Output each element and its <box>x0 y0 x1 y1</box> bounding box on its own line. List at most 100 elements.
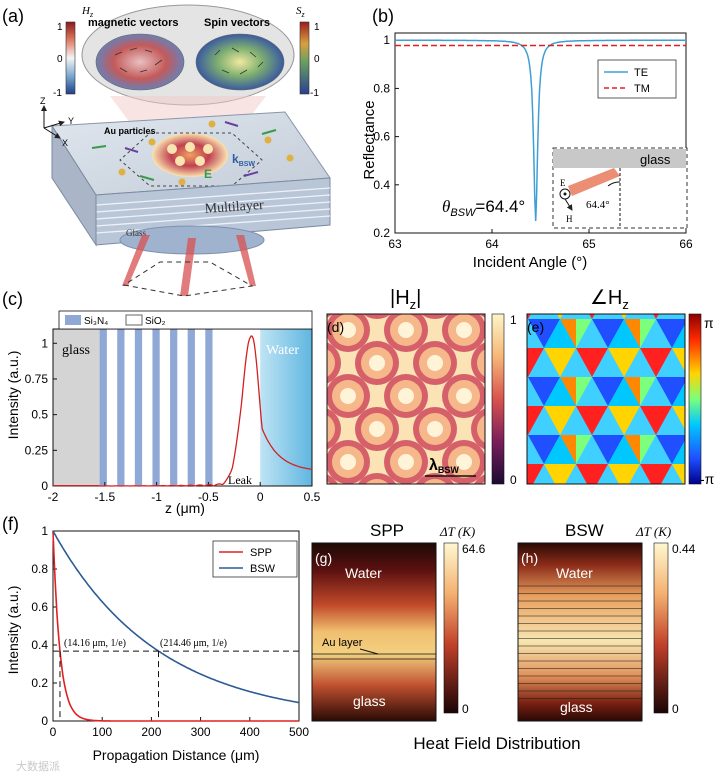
f-ytick-label: 0.2 <box>31 676 48 690</box>
f-xtick-label: 200 <box>141 725 161 739</box>
spin-vectors-label: Spin vectors <box>204 17 270 29</box>
k-label-a: kBSW <box>232 152 255 168</box>
b-theta-annotation: θBSW=64.4° <box>442 197 525 219</box>
c-si3n4-layer <box>205 329 213 486</box>
c-xtick-label: -1.5 <box>94 490 115 504</box>
panel-label-a: (a) <box>2 6 24 26</box>
panel-e: ∠Hz (e) π -π <box>526 287 715 487</box>
c-si3n4-layer <box>134 329 143 486</box>
c-water-region <box>260 329 312 486</box>
f-xtick-label: 0 <box>50 725 57 739</box>
panel-label-d: (d) <box>327 319 344 335</box>
b-axes: 63 64 65 66 0.2 0.4 0.6 0.8 1 <box>373 32 693 251</box>
b-legend-te: TE <box>634 67 648 79</box>
e-phase-map <box>526 313 686 485</box>
c-ytick-label: 0.25 <box>25 443 49 457</box>
c-si3n4-layer <box>187 329 195 486</box>
h-water-label: Water <box>556 565 593 581</box>
panel-h: BSW ΔT (K) (h) Water glass 0.44 0 <box>517 521 696 722</box>
axes-triad <box>41 105 65 139</box>
hz-cbar-mid: 0 <box>57 54 63 65</box>
c-axes: -2 -1.5 -1 -0.5 0 0.5 0 0.25 0.5 0.75 1 <box>25 328 321 504</box>
g-au-pointer <box>359 648 379 655</box>
f-series-spp-line <box>52 530 299 722</box>
d-lambda-label: λBSW <box>429 457 459 475</box>
spin-vector-disk <box>195 33 285 91</box>
panel-label-c: (c) <box>2 289 23 309</box>
h-cbar-min: 0 <box>672 702 679 716</box>
c-leak-label: Leak <box>228 473 252 487</box>
c-xtick-label: -1 <box>151 490 162 504</box>
sz-colorbar <box>299 21 310 95</box>
h-dt-label: ΔT (K) <box>635 524 671 539</box>
c-ytick-label: 0 <box>41 479 48 493</box>
c-ytick-label: 0.75 <box>25 372 49 386</box>
panel-c: (c) Intensity (a.u.) z (μm) -2 -1.5 -1 -0.5… <box>2 289 321 516</box>
b-inset-glass-label: glass <box>640 152 671 167</box>
e-label-a: E <box>204 167 212 181</box>
f-ytick-label: 0.8 <box>31 562 48 576</box>
c-ytick-label: 0.5 <box>31 408 48 422</box>
b-inset-h: H <box>566 214 573 224</box>
panel-label-f: (f) <box>2 514 19 534</box>
b-ytick-label: 1 <box>383 33 390 47</box>
b-inset-angle-arc <box>607 181 621 187</box>
h-cbar-max: 0.44 <box>672 542 696 556</box>
b-frame <box>394 32 687 234</box>
h-multilayer-lines <box>518 585 642 699</box>
field-arrows <box>91 121 277 181</box>
f-legend <box>212 540 298 578</box>
b-inset-angle: 64.4° <box>586 199 610 211</box>
watermark: 大数据派 <box>16 759 60 773</box>
glass-label-a: Glass <box>126 228 146 238</box>
b-ytick-label: 0.4 <box>373 178 390 192</box>
hex-interference <box>152 133 228 177</box>
c-si3n4-layer <box>170 329 178 486</box>
h-heat-map <box>517 542 643 722</box>
h-glass-label: glass <box>560 699 593 715</box>
panel-label-e: (e) <box>527 319 544 335</box>
c-water-label: Water <box>266 343 299 358</box>
c-xtick-label: -0.5 <box>198 490 219 504</box>
e-colorbar <box>688 313 702 485</box>
f-xtick-label: 500 <box>289 725 309 739</box>
g-dt-label: ΔT (K) <box>439 524 475 539</box>
vector-arrows <box>114 47 264 75</box>
multilayer-stripes <box>95 187 331 234</box>
b-xtick-label: 66 <box>679 237 693 251</box>
f-xtick-label: 100 <box>92 725 112 739</box>
sz-colorbar-title: Sz <box>296 5 306 19</box>
b-ylabel: Reflectance <box>361 100 378 179</box>
g-water-label: Water <box>345 565 382 581</box>
e-cbar-max: π <box>704 315 714 331</box>
c-si3n4-layer <box>152 329 160 486</box>
c-legend-sio2: SiO₂ <box>145 316 166 327</box>
b-ytick-label: 0.6 <box>373 130 390 144</box>
h-title: BSW <box>565 521 604 540</box>
g-colorbar <box>443 542 459 714</box>
b-xlabel: Incident Angle (°) <box>473 254 587 271</box>
sz-cbar-min: -1 <box>310 88 319 99</box>
d-hz-map <box>326 313 486 485</box>
f-xlabel: Propagation Distance (μm) <box>93 747 260 763</box>
panel-b: (b) Reflectance Incident Angle (°) 63 64 6… <box>361 6 693 271</box>
hz-cbar-min: -1 <box>53 88 62 99</box>
c-legend-si3n4-swatch <box>65 315 81 325</box>
g-au-layer-label: Au layer <box>322 637 363 649</box>
beam-hexagon <box>122 261 254 297</box>
f-series-bsw-line <box>52 530 300 704</box>
f-ytick-label: 0.4 <box>31 638 48 652</box>
b-inset-glass <box>553 149 686 168</box>
c-xtick-label: 0.5 <box>304 490 321 504</box>
axis-z-label: Z <box>40 96 46 106</box>
f-annot-bsw-label: (214.46 μm, 1/e) <box>160 638 227 649</box>
b-legend <box>597 59 677 99</box>
magnetic-vector-disk <box>95 33 185 91</box>
c-si3n4-layer <box>117 329 125 486</box>
b-ytick-label: 0.2 <box>373 226 390 240</box>
c-glass-region <box>53 329 100 486</box>
e-title: ∠Hz <box>590 287 629 312</box>
f-legend-spp: SPP <box>250 547 272 559</box>
b-legend-tm: TM <box>634 83 650 95</box>
